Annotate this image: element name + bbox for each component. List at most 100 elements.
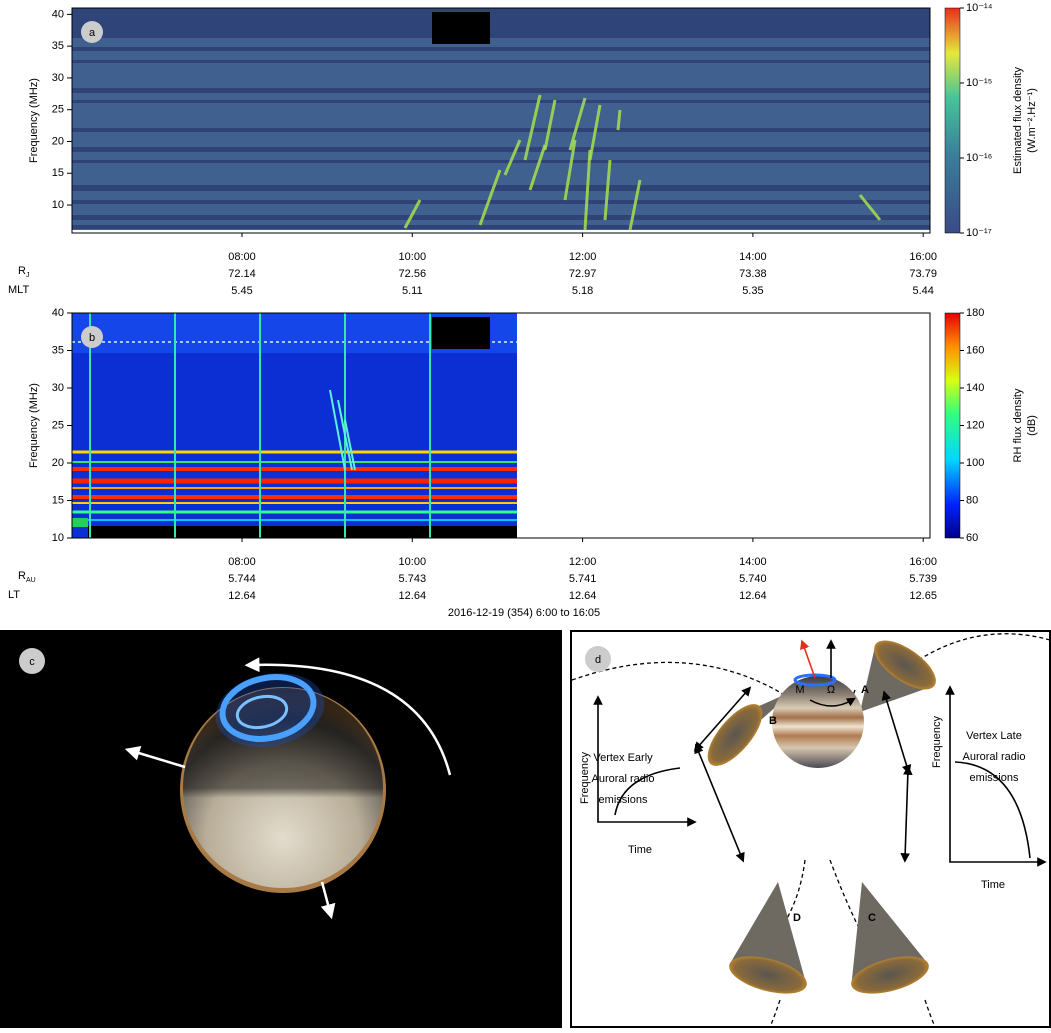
y-tick-label: 15 — [52, 167, 64, 179]
panel-badge — [81, 326, 103, 348]
pointer-arrow — [693, 686, 752, 752]
spectrogram-band — [72, 147, 930, 152]
field-line — [779, 859, 806, 931]
emission-streak — [503, 139, 522, 176]
ephemeris-value: 5.740 — [739, 573, 767, 585]
colorbar-label: RH flux density — [1012, 388, 1024, 462]
colorbar-tick-label: 60 — [966, 532, 978, 544]
ephemeris-label-sub: AU — [26, 577, 36, 584]
emission-streak — [603, 159, 612, 221]
colorbar-tick-label: 10⁻¹⁵ — [966, 77, 992, 89]
ephemeris-value: 72.56 — [399, 268, 427, 280]
ephemeris-value: 73.38 — [739, 268, 767, 280]
ephemeris-value: 5.18 — [572, 285, 593, 297]
ephemeris-value: 5.743 — [399, 573, 427, 585]
colorbar-tick-label: 80 — [966, 494, 978, 506]
panel-title: NDA — [449, 328, 473, 340]
colorbar — [944, 312, 961, 539]
y-tick-label: 30 — [52, 72, 64, 84]
panel-label: c — [29, 656, 35, 668]
emission-streak — [337, 399, 353, 471]
panel-badge — [81, 21, 103, 43]
emission-streak — [344, 419, 356, 471]
pointer-arrow — [694, 743, 745, 863]
spectrogram-gap — [88, 526, 517, 538]
spectrogram-band — [72, 185, 930, 191]
spectrogram-gap — [72, 518, 88, 527]
x-tick-label: 08:00 — [228, 251, 256, 263]
ephemeris-value: 5.45 — [231, 285, 252, 297]
y-tick-label: 40 — [52, 8, 64, 20]
juno-arrow — [124, 745, 186, 769]
ephemeris-value: 73.79 — [909, 268, 937, 280]
ephemeris-label: RJ — [18, 265, 29, 279]
x-tick-label: 12:00 — [569, 556, 597, 568]
field-line — [769, 999, 781, 1028]
colorbar-label: (W.m⁻².Hz⁻¹) — [1026, 88, 1038, 153]
panel-label: a — [89, 27, 96, 39]
y-axis-label: Frequency (MHz) — [28, 78, 40, 163]
jupiter — [772, 676, 864, 768]
cone-mouth — [874, 640, 936, 690]
x-tick-label: 12:00 — [569, 251, 597, 263]
graph-curve — [954, 761, 1031, 859]
pointer-arrow — [881, 690, 912, 775]
late-text: Vertex Late — [966, 730, 1022, 742]
x-tick-label: 08:00 — [228, 556, 256, 568]
y-axis-label: Frequency (MHz) — [28, 383, 40, 468]
nda-label: NDA — [343, 997, 367, 1009]
early-text: emissions — [599, 794, 648, 806]
ephemeris-value: 5.739 — [909, 573, 937, 585]
panel-label: b — [89, 332, 95, 344]
field-line — [879, 633, 1051, 691]
y-tick-label: 35 — [52, 344, 64, 356]
x-tick-label: 16:00 — [909, 556, 937, 568]
cone-mouth — [851, 956, 929, 994]
emission-streak — [329, 389, 346, 471]
cone-c — [851, 882, 929, 994]
colorbar-label: (dB) — [1026, 415, 1038, 436]
y-tick-label: 10 — [52, 199, 64, 211]
y-tick-label: 15 — [52, 494, 64, 506]
plot-frame — [71, 7, 931, 234]
ephemeris-label: RAU — [18, 570, 36, 584]
late-text: emissions — [970, 772, 1019, 784]
y-tick-label: 25 — [52, 419, 64, 431]
ephemeris-value: 72.97 — [569, 268, 597, 280]
spectrogram-edge — [72, 230, 930, 233]
spectrogram-band — [72, 225, 930, 229]
early-text: Auroral radio — [592, 773, 655, 785]
spectrogram — [72, 8, 930, 233]
spectrogram-band — [72, 100, 930, 103]
spectrogram-band — [72, 160, 930, 163]
emission-streak — [858, 194, 882, 221]
emission-streak — [628, 179, 642, 231]
y-tick-label: 25 — [52, 104, 64, 116]
graph-axis-label: Frequency — [579, 752, 591, 804]
y-tick-label: 35 — [52, 40, 64, 52]
graph-axes — [945, 685, 1047, 867]
colorbar-tick-label: 160 — [966, 344, 984, 356]
emission-streak — [568, 97, 587, 151]
emission-streak — [543, 99, 557, 151]
ephemeris-value: 5.741 — [569, 573, 597, 585]
graph-axis-label: Time — [981, 879, 1005, 891]
credit: Bonfond/ULiège/SwRI/NASA — [369, 878, 511, 890]
rotation-arc — [809, 697, 856, 707]
ephemeris-value: 5.35 — [742, 285, 763, 297]
ephemeris-label-sub: J — [26, 272, 30, 279]
emission-streak — [563, 139, 577, 201]
colorbar-tick-label: 100 — [966, 457, 984, 469]
spectrogram-band — [72, 60, 930, 63]
magnetic-axis — [800, 639, 816, 679]
cone-label: B — [769, 715, 777, 727]
emission-streak — [588, 104, 602, 161]
ephemeris-value: 12.64 — [739, 590, 767, 602]
early-text: Vertex Early — [593, 752, 653, 764]
x-tick-label: 16:00 — [909, 251, 937, 263]
x-tick-label: 10:00 — [399, 556, 427, 568]
cone-label: D — [793, 912, 801, 924]
ephemeris-value: 5.11 — [402, 285, 423, 297]
cone-mouth — [729, 956, 807, 994]
